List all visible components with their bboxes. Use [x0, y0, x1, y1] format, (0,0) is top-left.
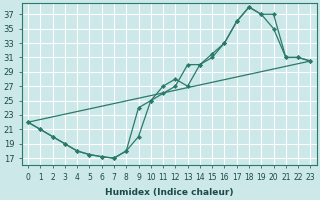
X-axis label: Humidex (Indice chaleur): Humidex (Indice chaleur)	[105, 188, 234, 197]
